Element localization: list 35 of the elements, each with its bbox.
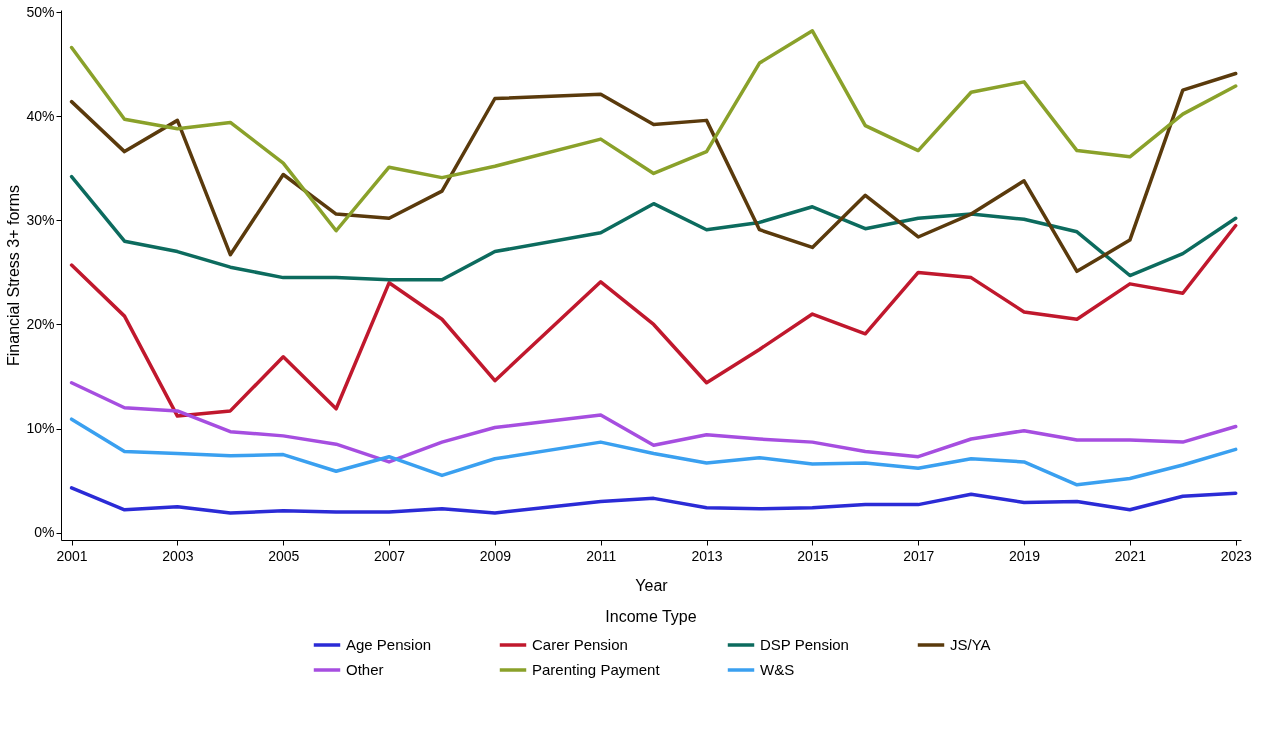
x-tick-label: 2009 <box>479 547 512 564</box>
x-axis-title: Year <box>635 576 669 594</box>
y-tick-label: 50% <box>26 3 55 20</box>
x-tick-label: 2017 <box>903 547 935 564</box>
y-tick-label: 30% <box>26 211 55 228</box>
legend-label: Other <box>346 661 384 678</box>
line-series <box>69 486 1238 515</box>
line-series <box>69 71 1238 274</box>
legend-title: Income Type <box>605 608 697 625</box>
legend-label: Parenting Payment <box>532 661 661 678</box>
x-tick-label: 2005 <box>268 547 300 564</box>
legend-label: DSP Pension <box>760 636 849 653</box>
line-series <box>69 29 1238 233</box>
x-tick-label: 2021 <box>1114 547 1147 564</box>
x-tick-label: 2011 <box>586 547 617 564</box>
x-tick-label: 2023 <box>1220 547 1252 564</box>
y-axis-title: Financial Stress 3+ forms <box>5 185 23 366</box>
x-tick-label: 2015 <box>797 547 829 564</box>
y-tick-label: 0% <box>34 524 55 541</box>
x-tick-label: 2003 <box>162 547 194 564</box>
y-tick-label: 20% <box>26 315 55 332</box>
legend-label: JS/YA <box>950 636 991 653</box>
legend-label: Age Pension <box>346 636 432 653</box>
x-tick-label: 2013 <box>691 547 723 564</box>
legend-label: Carer Pension <box>532 636 628 653</box>
line-series <box>69 417 1238 487</box>
x-tick-label: 2007 <box>373 547 406 564</box>
y-tick-label: 40% <box>26 107 55 124</box>
y-tick-label: 10% <box>26 420 55 437</box>
x-tick-label: 2001 <box>56 547 88 564</box>
line-series <box>69 174 1238 282</box>
x-tick-label: 2019 <box>1008 547 1041 564</box>
line-series <box>69 223 1238 418</box>
legend-label: W&S <box>760 661 795 678</box>
line-series <box>69 381 1238 464</box>
